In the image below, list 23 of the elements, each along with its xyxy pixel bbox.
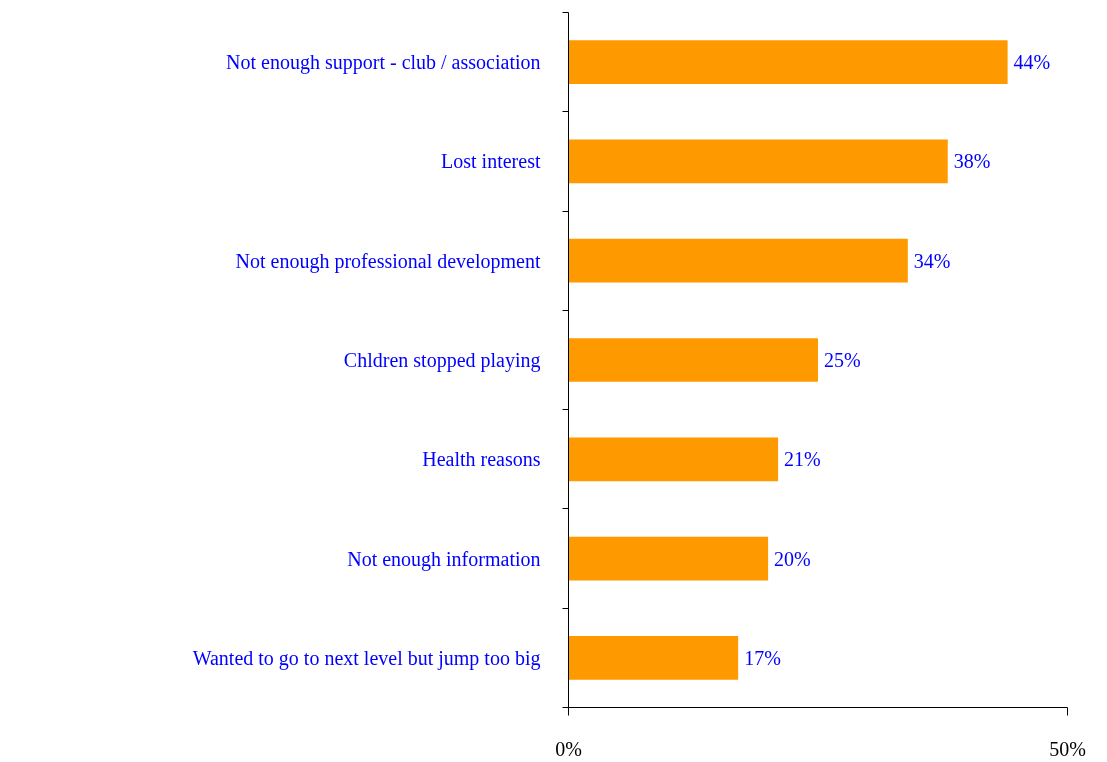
data-label: 21% — [784, 448, 821, 471]
bar — [568, 40, 1008, 84]
y-tick-label: Lost interest — [441, 150, 541, 173]
y-tick-label: Not enough professional development — [235, 249, 541, 273]
data-label: 17% — [744, 646, 781, 669]
bar — [568, 238, 908, 283]
y-tick-label: Health reasons — [422, 448, 541, 471]
y-tick-label: Wanted to go to next level but jump too big — [192, 646, 541, 670]
y-tick-label: Not enough support - club / association — [226, 51, 541, 75]
y-tick-label: Chldren stopped playing — [343, 349, 541, 372]
data-label: 38% — [953, 150, 991, 173]
bar — [568, 338, 818, 382]
bar — [568, 139, 948, 184]
data-label: 20% — [774, 547, 811, 570]
x-tick-label: 50% — [1049, 737, 1086, 760]
bar — [568, 636, 739, 680]
data-label: 25% — [824, 349, 861, 371]
y-tick-label: Not enough information — [347, 547, 541, 571]
x-tick-label: 0% — [555, 737, 582, 760]
bar — [568, 536, 769, 581]
data-label: 34% — [913, 249, 951, 272]
data-label: 44% — [1013, 51, 1051, 74]
bar — [568, 437, 779, 482]
